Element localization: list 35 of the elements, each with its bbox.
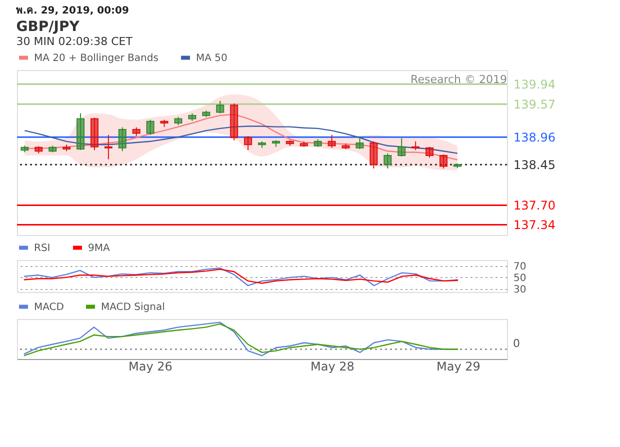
legend-label: MA 20 + Bollinger Bands <box>34 52 158 64</box>
x-tick-label: May 29 <box>436 360 480 374</box>
chart-subtitle: 30 MIN 02:09:38 CET <box>16 35 133 48</box>
y-tick-label: 30 <box>514 284 526 296</box>
text: พ.ค. 29, 2019, 00:09 <box>16 6 130 16</box>
legend-label: RSI <box>34 242 50 254</box>
x-tick-label: May 28 <box>310 360 354 374</box>
chart-title: GBP/JPY <box>16 19 80 35</box>
legend-label: MACD Signal <box>101 302 165 313</box>
candlestick <box>328 134 336 148</box>
candlestick <box>398 138 406 158</box>
y-tick-label: 139.57 <box>514 98 556 112</box>
legend-label: MA 50 <box>196 52 228 64</box>
legend-label: 9MA <box>88 242 110 254</box>
candlestick <box>426 146 434 158</box>
y-tick-label: 139.94 <box>514 78 556 92</box>
candlestick <box>370 140 378 169</box>
candlestick <box>356 136 364 150</box>
candlestick <box>104 134 112 160</box>
text: MACD <box>34 302 64 313</box>
y-tick-label: 50 <box>514 272 526 284</box>
candlestick <box>216 100 224 114</box>
candlestick <box>118 126 126 152</box>
y-tick-label: 138.96 <box>514 130 556 145</box>
y-tick-label: 138.45 <box>514 158 556 172</box>
y-tick-label: 137.70 <box>514 198 556 213</box>
candlestick <box>244 136 252 151</box>
annotation: Research © 2019 <box>410 73 507 86</box>
x-tick-label: May 26 <box>128 360 172 374</box>
candlestick <box>146 119 154 136</box>
candlestick <box>384 152 392 169</box>
y-tick-label: 137.34 <box>514 218 556 232</box>
y-tick-label: 70 <box>514 261 526 272</box>
candlestick <box>439 154 448 169</box>
text: 0 <box>513 337 520 350</box>
